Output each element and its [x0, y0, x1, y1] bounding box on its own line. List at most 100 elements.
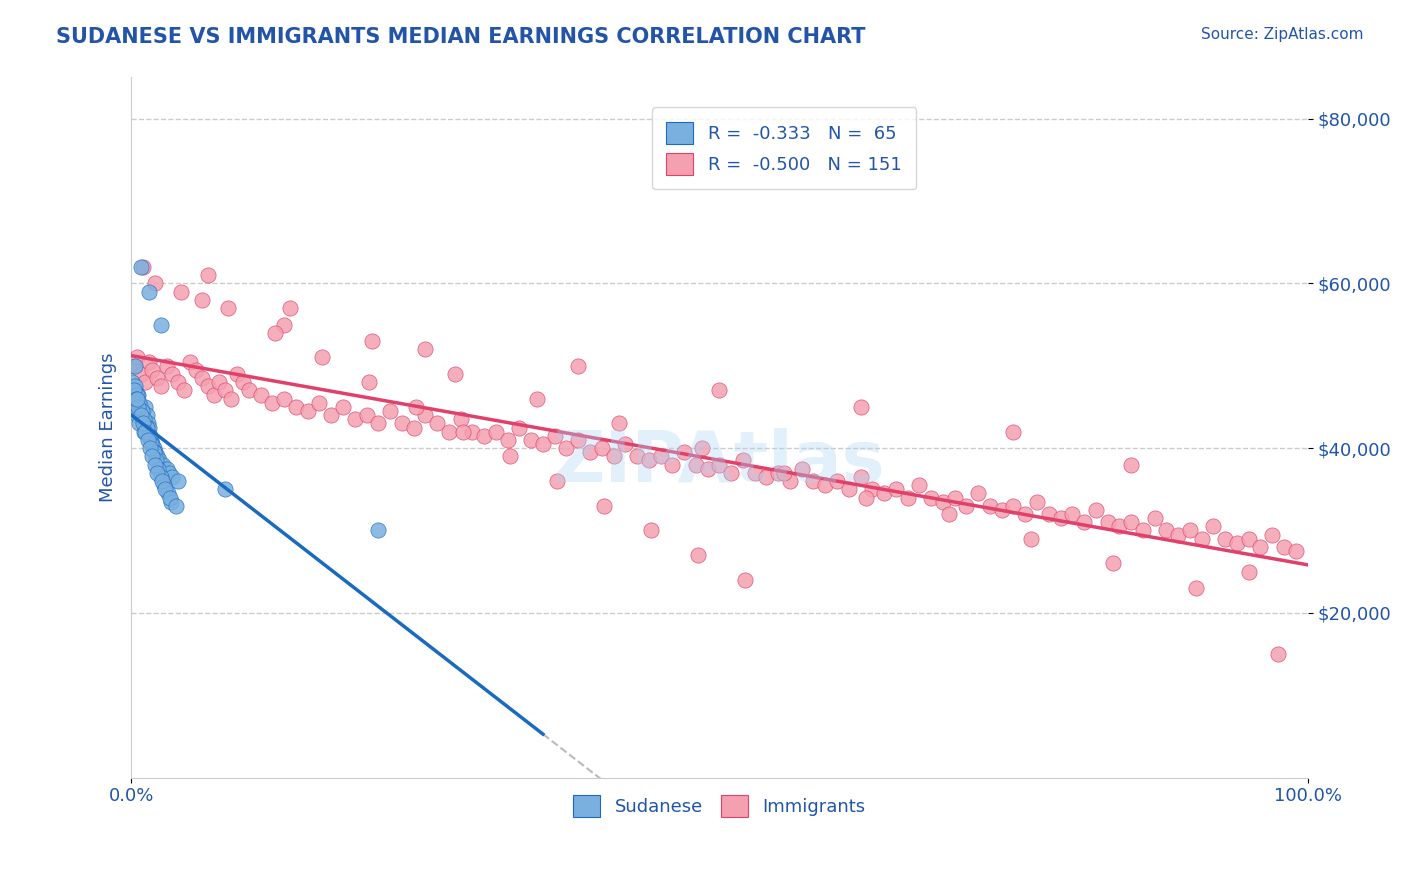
Point: [450, 412, 472, 426]
Point: [136, 417, 159, 431]
Y-axis label: Median Earnings: Median Earnings: [100, 352, 117, 502]
Point: [690, 441, 713, 455]
Point: [152, 458, 174, 472]
Point: [1143, 511, 1166, 525]
Point: [1119, 458, 1142, 472]
Point: [249, 387, 271, 401]
Point: [150, 474, 173, 488]
Point: [884, 483, 907, 497]
Point: [162, 470, 184, 484]
Point: [943, 491, 966, 505]
Point: [520, 433, 543, 447]
Point: [402, 420, 425, 434]
Point: [127, 387, 149, 401]
Point: [673, 445, 696, 459]
Point: [134, 375, 156, 389]
Point: [125, 392, 148, 406]
Point: [141, 450, 163, 464]
Point: [139, 428, 162, 442]
Point: [1202, 519, 1225, 533]
Point: [1178, 524, 1201, 538]
Point: [485, 425, 508, 439]
Point: [579, 445, 602, 459]
Point: [773, 466, 796, 480]
Point: [1261, 527, 1284, 541]
Point: [142, 441, 165, 455]
Point: [367, 417, 389, 431]
Point: [637, 453, 659, 467]
Point: [156, 486, 179, 500]
Point: [135, 420, 157, 434]
Point: [415, 408, 437, 422]
Point: [146, 466, 169, 480]
Point: [132, 412, 155, 426]
Point: [544, 428, 567, 442]
Point: [361, 334, 384, 348]
Point: [167, 474, 190, 488]
Point: [744, 466, 766, 480]
Point: [141, 437, 163, 451]
Point: [138, 285, 160, 299]
Point: [567, 433, 589, 447]
Point: [197, 268, 219, 282]
Point: [790, 461, 813, 475]
Point: [129, 260, 152, 274]
Point: [262, 396, 284, 410]
Point: [688, 548, 710, 562]
Point: [124, 359, 146, 373]
Point: [149, 318, 172, 332]
Point: [238, 384, 260, 398]
Point: [357, 375, 380, 389]
Point: [122, 359, 145, 373]
Point: [555, 441, 578, 455]
Point: [531, 437, 554, 451]
Point: [148, 461, 170, 475]
Point: [143, 458, 166, 472]
Point: [155, 359, 177, 373]
Point: [1156, 524, 1178, 538]
Point: [1097, 515, 1119, 529]
Point: [609, 417, 631, 431]
Point: [143, 445, 166, 459]
Point: [141, 433, 163, 447]
Point: [1014, 507, 1036, 521]
Point: [184, 363, 207, 377]
Point: [159, 491, 181, 505]
Point: [153, 478, 176, 492]
Point: [451, 425, 474, 439]
Point: [284, 400, 307, 414]
Point: [214, 483, 236, 497]
Point: [1249, 540, 1271, 554]
Point: [855, 491, 877, 505]
Text: ZIPAtlas: ZIPAtlas: [553, 428, 886, 497]
Point: [731, 453, 754, 467]
Point: [134, 400, 156, 414]
Point: [343, 412, 366, 426]
Point: [1272, 540, 1295, 554]
Point: [173, 384, 195, 398]
Point: [602, 450, 624, 464]
Point: [149, 379, 172, 393]
Point: [461, 425, 484, 439]
Text: Source: ZipAtlas.com: Source: ZipAtlas.com: [1201, 27, 1364, 42]
Point: [755, 470, 778, 484]
Point: [149, 470, 172, 484]
Point: [127, 400, 149, 414]
Point: [124, 384, 146, 398]
Point: [141, 437, 163, 451]
Point: [219, 392, 242, 406]
Point: [132, 417, 155, 431]
Point: [779, 474, 801, 488]
Point: [129, 367, 152, 381]
Point: [134, 425, 156, 439]
Point: [696, 461, 718, 475]
Point: [1237, 532, 1260, 546]
Point: [803, 474, 825, 488]
Point: [308, 396, 330, 410]
Point: [955, 499, 977, 513]
Point: [908, 478, 931, 492]
Point: [165, 499, 187, 513]
Point: [1002, 499, 1025, 513]
Point: [179, 354, 201, 368]
Point: [734, 573, 756, 587]
